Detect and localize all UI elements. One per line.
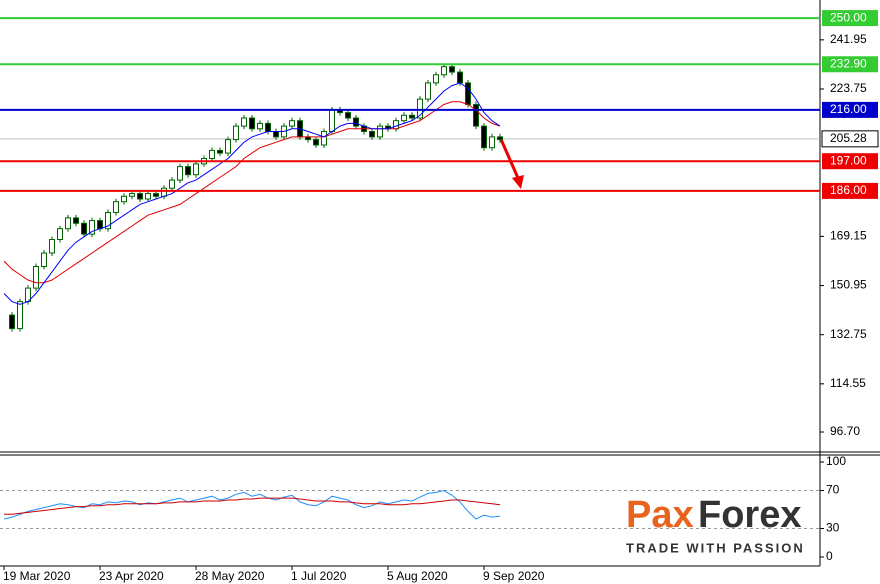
candle-body: [465, 82, 471, 105]
candle-body: [241, 117, 247, 127]
candle-body: [473, 103, 479, 127]
y-tick-label: 70: [826, 483, 840, 497]
level-label: 250.00: [830, 10, 867, 24]
candle-body: [81, 222, 87, 235]
candle-body: [161, 187, 167, 197]
y-tick-label: 241.95: [830, 32, 867, 46]
candle-body: [273, 130, 279, 138]
last-price-label: 205.28: [830, 131, 867, 145]
candle-body: [41, 252, 47, 268]
logo-tagline: TRADE WITH PASSION: [626, 540, 805, 555]
x-tick-label: 28 May 2020: [195, 569, 265, 583]
x-tick-label: 5 Aug 2020: [387, 569, 448, 583]
candle-body: [449, 66, 455, 73]
candle-body: [497, 136, 503, 141]
candle-body: [137, 193, 143, 200]
logo: Pax Forex TRADE WITH PASSION: [626, 494, 805, 555]
level-label-box: [822, 56, 878, 73]
candle-body: [9, 314, 15, 330]
candle-body: [441, 66, 447, 76]
moving-average-slow: [3, 101, 501, 284]
candle-body: [177, 166, 183, 181]
y-tick-label: 96.70: [830, 424, 860, 438]
candle-body: [89, 220, 95, 235]
candle-body: [209, 149, 215, 159]
y-tick-label: 30: [826, 521, 840, 535]
candle-body: [457, 71, 463, 84]
level-label-box: [822, 153, 878, 170]
candle-body: [377, 125, 383, 138]
candle-body: [233, 125, 239, 141]
candle-body: [401, 114, 407, 122]
logo-text: Pax: [626, 494, 694, 536]
last-price-box: [821, 130, 879, 148]
level-label: 197.00: [830, 153, 867, 167]
candle-body: [417, 98, 423, 119]
x-tick-label: 19 Mar 2020: [3, 569, 71, 583]
candle-body: [129, 193, 135, 197]
x-tick-label: 9 Sep 2020: [483, 569, 545, 583]
candle-body: [97, 220, 103, 230]
level-label-box: [822, 10, 878, 27]
y-tick-label: 223.75: [830, 81, 867, 95]
indicator-line: [4, 497, 501, 515]
candle-body: [49, 239, 55, 254]
y-tick-label: 150.95: [830, 278, 867, 292]
logo-text: Forex: [698, 494, 801, 536]
candle-body: [289, 120, 295, 127]
candle-body: [353, 117, 359, 127]
candle-body: [489, 136, 495, 149]
candle-body: [121, 195, 127, 203]
level-label: 216.00: [830, 102, 867, 116]
candle-body: [65, 217, 71, 230]
candle-body: [33, 266, 39, 289]
y-tick-label: 132.75: [830, 327, 867, 341]
candle-body: [369, 130, 375, 138]
candle-body: [193, 163, 199, 176]
candle-body: [17, 301, 23, 330]
y-tick-label: 100: [826, 454, 846, 468]
candle-body: [329, 109, 335, 132]
candle-body: [257, 122, 263, 130]
y-tick-label: 114.55: [830, 376, 866, 390]
candle-body: [409, 114, 415, 119]
level-label-box: [822, 182, 878, 199]
candle-body: [313, 139, 319, 146]
moving-average-fast: [3, 82, 501, 305]
level-label: 186.00: [830, 183, 867, 197]
candle-body: [169, 179, 175, 189]
candle-body: [153, 193, 159, 197]
candle-body: [481, 125, 487, 149]
candle-body: [225, 139, 231, 154]
candle-body: [393, 120, 399, 130]
level-label-box: [822, 101, 878, 118]
trend-arrow-head: [512, 175, 524, 189]
candle-body: [345, 112, 351, 119]
candle-body: [105, 211, 111, 230]
trend-arrow: [498, 136, 520, 179]
candle-body: [113, 201, 119, 213]
candle-body: [249, 117, 255, 130]
candle-body: [425, 82, 431, 100]
candle-body: [73, 217, 79, 224]
candle-body: [433, 74, 439, 84]
candle-body: [185, 166, 191, 176]
candle-body: [265, 122, 271, 132]
level-label: 232.90: [830, 56, 867, 70]
x-tick-label: 23 Apr 2020: [99, 569, 164, 583]
candle-body: [321, 130, 327, 146]
candle-body: [145, 193, 151, 200]
candle-body: [217, 149, 223, 154]
y-tick-label: 169.15: [830, 229, 867, 243]
candle-body: [57, 228, 63, 241]
x-tick-label: 1 Jul 2020: [291, 569, 347, 583]
y-tick-label: 0: [826, 549, 833, 563]
